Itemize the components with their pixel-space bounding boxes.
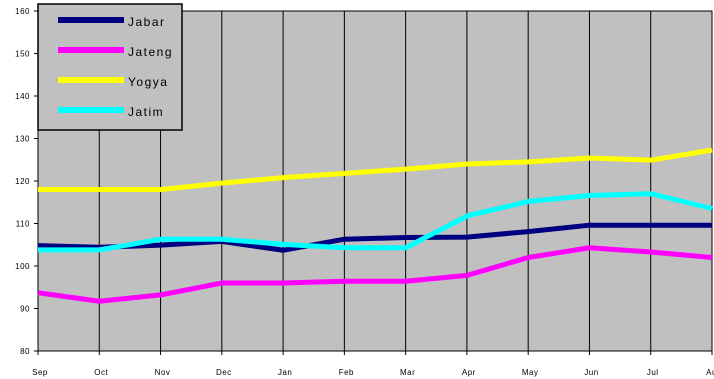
y-tick-label: 90 bbox=[20, 305, 30, 314]
y-tick-label: 140 bbox=[15, 92, 30, 101]
y-tick-label: 130 bbox=[15, 135, 30, 144]
series-lines bbox=[37, 147, 713, 304]
x-axis: Sep Oct Nov Dec Jan Feb Mar Apr May Jun Jul Aug bbox=[32, 351, 714, 377]
legend-label-yogya: Yogya bbox=[128, 75, 168, 89]
series-line-yogya bbox=[38, 147, 713, 192]
x-tick-label-dec: Dec bbox=[216, 368, 232, 377]
legend: Jabar Jateng Yogya Jatim bbox=[37, 3, 183, 131]
series-line-jabar bbox=[37, 222, 712, 253]
x-tick-label-feb: Feb bbox=[339, 368, 354, 377]
x-tick-label-nov: Nov bbox=[155, 368, 171, 377]
x-tick-label-sep: Sep bbox=[32, 368, 48, 377]
x-tick-label-oct: Oct bbox=[94, 368, 108, 377]
y-tick-label: 80 bbox=[20, 347, 30, 356]
x-tick-label-apr: Apr bbox=[462, 368, 476, 377]
y-tick-label: 150 bbox=[15, 50, 30, 59]
x-tick-label-mar: Mar bbox=[400, 368, 415, 377]
y-axis: 80 90 100 110 120 130 140 150 160 bbox=[15, 7, 38, 356]
y-tick-label: 120 bbox=[15, 177, 30, 186]
legend-label-jatim: Jatim bbox=[128, 105, 164, 119]
series-line-jatim bbox=[38, 191, 713, 253]
legend-label-jateng: Jateng bbox=[128, 45, 173, 59]
x-tick-label-aug: Aug bbox=[706, 368, 714, 377]
series-line-jateng bbox=[37, 245, 713, 304]
x-tick-label-jun: Jun bbox=[584, 368, 598, 377]
x-tick-label-jul: Jul bbox=[647, 368, 659, 377]
x-tick-label-jan: Jan bbox=[278, 368, 292, 377]
y-tick-label: 160 bbox=[15, 7, 30, 16]
y-tick-label: 110 bbox=[16, 220, 30, 229]
x-tick-label-may: May bbox=[522, 368, 539, 377]
y-tick-label: 100 bbox=[15, 262, 30, 271]
legend-label-jabar: Jabar bbox=[128, 15, 166, 29]
